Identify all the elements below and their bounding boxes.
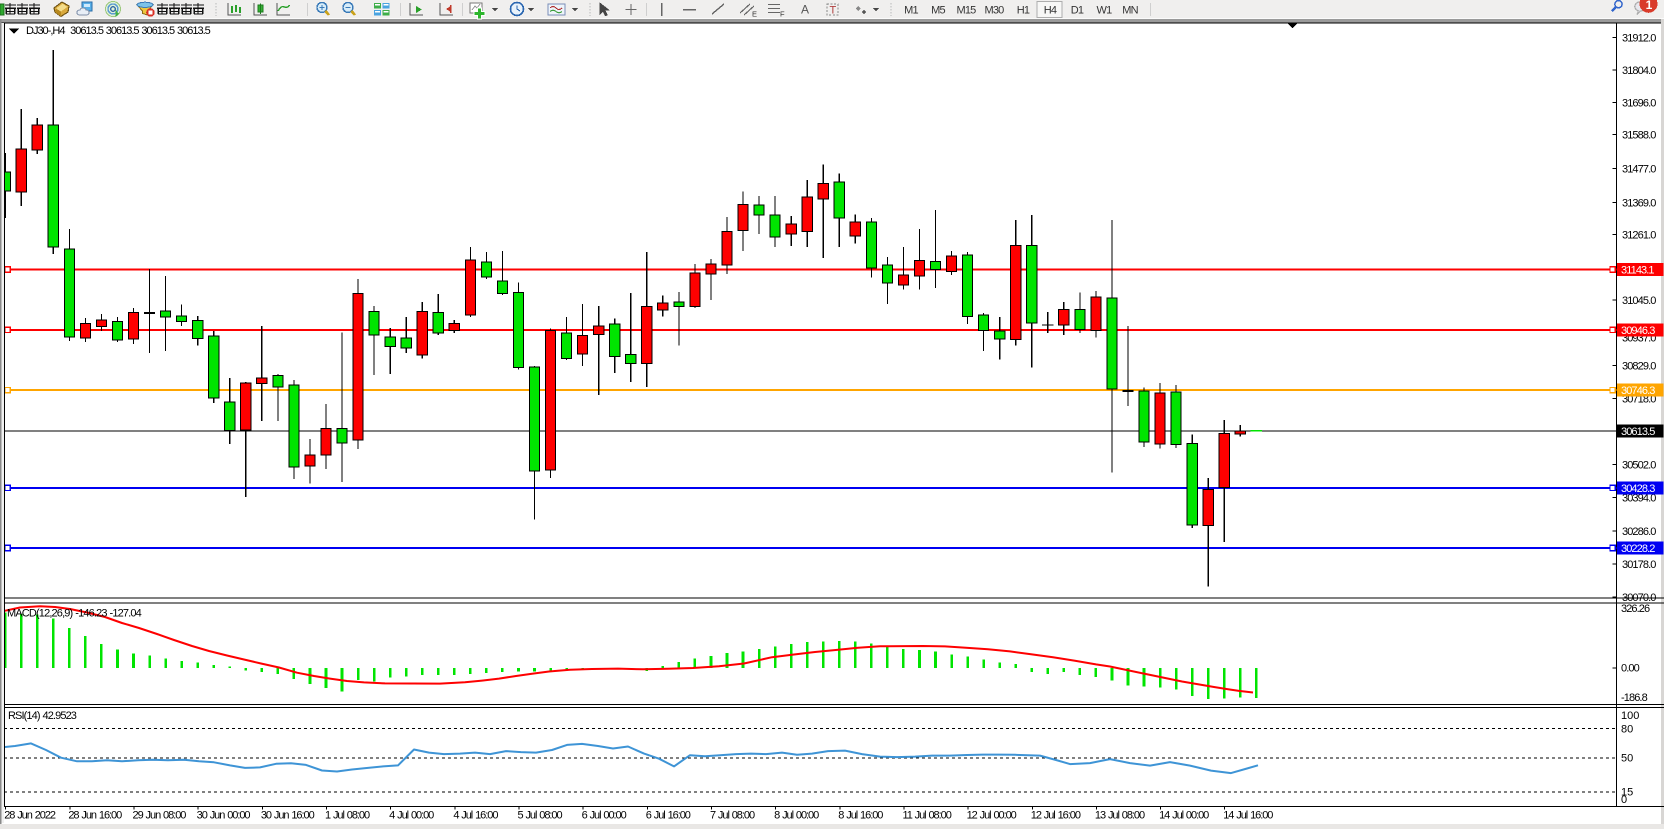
svg-text:30428.3: 30428.3 [1621,483,1655,495]
svg-text:30746.3: 30746.3 [1621,385,1655,397]
svg-text:H4: H4 [1044,5,1057,17]
svg-text:12 Jul 00:00: 12 Jul 00:00 [967,810,1017,822]
svg-text:14 Jul 16:00: 14 Jul 16:00 [1223,810,1273,822]
svg-text:30502.0: 30502.0 [1622,460,1656,472]
svg-text:E: E [752,10,757,19]
svg-text:31369.0: 31369.0 [1622,197,1656,209]
svg-text:31804.0: 31804.0 [1622,65,1656,77]
svg-text:M5: M5 [931,5,945,17]
svg-text:30286.0: 30286.0 [1622,526,1656,538]
svg-text:7 Jul 08:00: 7 Jul 08:00 [710,810,755,822]
svg-text:T: T [830,5,837,17]
svg-text:30394.0: 30394.0 [1622,493,1656,505]
svg-text:6 Jul 16:00: 6 Jul 16:00 [646,810,691,822]
svg-text:M15: M15 [957,5,977,17]
svg-text:M30: M30 [985,5,1005,17]
svg-text:6 Jul 00:00: 6 Jul 00:00 [582,810,627,822]
svg-text:A: A [801,3,809,17]
svg-text:8 Jul 00:00: 8 Jul 00:00 [774,810,819,822]
svg-text:31261.0: 31261.0 [1622,230,1656,242]
svg-text:31588.0: 31588.0 [1622,130,1656,142]
svg-text:13 Jul 08:00: 13 Jul 08:00 [1095,810,1145,822]
svg-text:31696.0: 31696.0 [1622,97,1656,109]
svg-text:31912.0: 31912.0 [1622,33,1656,45]
svg-text:DJ30-,H4 30613.5 30613.5 3061: DJ30-,H4 30613.5 30613.5 30613.5 30613.5 [26,25,211,37]
svg-text:0: 0 [1621,794,1627,806]
svg-text:30070.0: 30070.0 [1622,592,1656,604]
svg-text:5 Jul 08:00: 5 Jul 08:00 [517,810,562,822]
svg-text:30829.0: 30829.0 [1622,360,1656,372]
svg-text:MN: MN [1122,5,1138,17]
svg-text:31477.0: 31477.0 [1622,163,1656,175]
svg-text:326.26: 326.26 [1621,603,1650,615]
svg-text:MACD(12,26,9) -146.23 -127.04: MACD(12,26,9) -146.23 -127.04 [7,608,142,620]
svg-text:15: 15 [1621,787,1633,799]
svg-text:1 Jul 08:00: 1 Jul 08:00 [325,810,370,822]
svg-text:100: 100 [1621,710,1639,722]
svg-text:31045.0: 31045.0 [1622,295,1656,307]
svg-text:50: 50 [1621,753,1633,765]
svg-text:RSI(14) 42.9523: RSI(14) 42.9523 [8,710,77,722]
svg-text:12 Jul 16:00: 12 Jul 16:00 [1031,810,1081,822]
svg-text:30946.3: 30946.3 [1621,325,1655,337]
svg-text:29 Jun 08:00: 29 Jun 08:00 [133,810,187,822]
svg-text:30228.2: 30228.2 [1621,543,1655,555]
svg-text:11 Jul 08:00: 11 Jul 08:00 [902,810,951,822]
svg-text:8 Jul 16:00: 8 Jul 16:00 [838,810,883,822]
svg-text:W1: W1 [1097,5,1113,17]
svg-text:F: F [780,10,785,19]
svg-text:14 Jul 00:00: 14 Jul 00:00 [1159,810,1209,822]
svg-text:D1: D1 [1071,5,1084,17]
svg-text:30613.5: 30613.5 [1621,426,1655,438]
svg-text:28 Jun 2022: 28 Jun 2022 [4,810,56,822]
svg-text:M1: M1 [904,5,918,17]
svg-text:H1: H1 [1017,5,1030,17]
svg-text:28 Jun 16:00: 28 Jun 16:00 [68,810,122,822]
svg-text:-186.8: -186.8 [1621,692,1648,704]
svg-text:30178.0: 30178.0 [1622,559,1656,571]
svg-text:4 Jul 16:00: 4 Jul 16:00 [453,810,498,822]
svg-text:31143.1: 31143.1 [1621,265,1654,277]
svg-text:4 Jul 00:00: 4 Jul 00:00 [389,810,434,822]
svg-text:1: 1 [1646,0,1653,12]
svg-text:80: 80 [1621,724,1633,736]
svg-text:30 Jun 16:00: 30 Jun 16:00 [261,810,315,822]
svg-text:30 Jun 00:00: 30 Jun 00:00 [197,810,251,822]
svg-text:0.00: 0.00 [1621,663,1640,675]
